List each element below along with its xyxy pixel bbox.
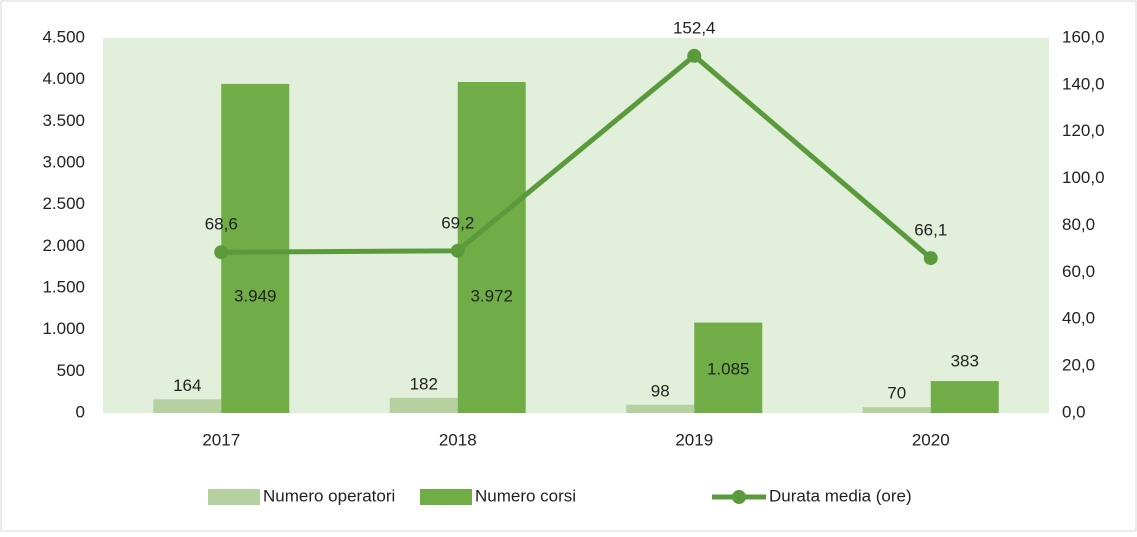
y-tick-label: 500 bbox=[57, 361, 85, 380]
data-label: 152,4 bbox=[673, 18, 716, 37]
data-label: 69,2 bbox=[441, 213, 474, 232]
y2-tick-label: 140,0 bbox=[1062, 74, 1105, 93]
data-label: 70 bbox=[887, 384, 906, 403]
line-point bbox=[923, 251, 938, 266]
y2-tick-label: 60,0 bbox=[1062, 262, 1095, 281]
data-label: 1.085 bbox=[707, 359, 750, 378]
line-point bbox=[687, 48, 702, 63]
y2-tick-label: 0,0 bbox=[1062, 402, 1086, 421]
data-label: 164 bbox=[173, 376, 201, 395]
x-tick-label: 2018 bbox=[439, 430, 477, 449]
data-label: 3.949 bbox=[234, 286, 277, 305]
line-point bbox=[214, 245, 229, 260]
legend-label: Numero operatori bbox=[263, 486, 395, 505]
y-tick-label: 0 bbox=[76, 402, 85, 421]
y2-tick-label: 20,0 bbox=[1062, 356, 1095, 375]
x-tick-label: 2019 bbox=[675, 430, 713, 449]
x-tick-label: 2017 bbox=[202, 430, 240, 449]
y-tick-label: 4.000 bbox=[42, 69, 85, 88]
data-label: 182 bbox=[410, 374, 438, 393]
bar bbox=[930, 381, 999, 413]
legend-label: Durata media (ore) bbox=[769, 486, 912, 505]
y2-tick-label: 100,0 bbox=[1062, 168, 1105, 187]
x-tick-label: 2020 bbox=[912, 430, 950, 449]
data-label: 68,6 bbox=[205, 215, 238, 234]
legend-swatch bbox=[732, 490, 746, 504]
y-tick-label: 2.500 bbox=[42, 194, 85, 213]
y-tick-label: 1.000 bbox=[42, 319, 85, 338]
y-tick-label: 4.500 bbox=[42, 27, 85, 46]
data-label: 98 bbox=[651, 381, 670, 400]
y-tick-label: 1.500 bbox=[42, 277, 85, 296]
y-tick-label: 2.000 bbox=[42, 236, 85, 255]
y2-tick-label: 120,0 bbox=[1062, 121, 1105, 140]
data-label: 3.972 bbox=[470, 286, 513, 305]
line bbox=[221, 52, 933, 260]
bar bbox=[694, 322, 763, 413]
bar bbox=[862, 407, 931, 413]
y2-tick-label: 160,0 bbox=[1062, 27, 1105, 46]
bar bbox=[457, 82, 526, 413]
y2-tick-label: 40,0 bbox=[1062, 309, 1095, 328]
bar bbox=[153, 399, 222, 413]
line-point bbox=[450, 243, 465, 258]
legend-label: Numero corsi bbox=[475, 486, 576, 505]
data-label: 66,1 bbox=[914, 221, 947, 240]
y-tick-label: 3.000 bbox=[42, 152, 85, 171]
bar bbox=[626, 404, 695, 413]
data-label: 383 bbox=[951, 351, 979, 370]
bar bbox=[221, 83, 290, 414]
bar bbox=[389, 397, 458, 413]
legend-swatch bbox=[208, 489, 260, 505]
legend-swatch bbox=[420, 489, 472, 505]
y-tick-label: 3.500 bbox=[42, 111, 85, 130]
y2-tick-label: 80,0 bbox=[1062, 215, 1095, 234]
